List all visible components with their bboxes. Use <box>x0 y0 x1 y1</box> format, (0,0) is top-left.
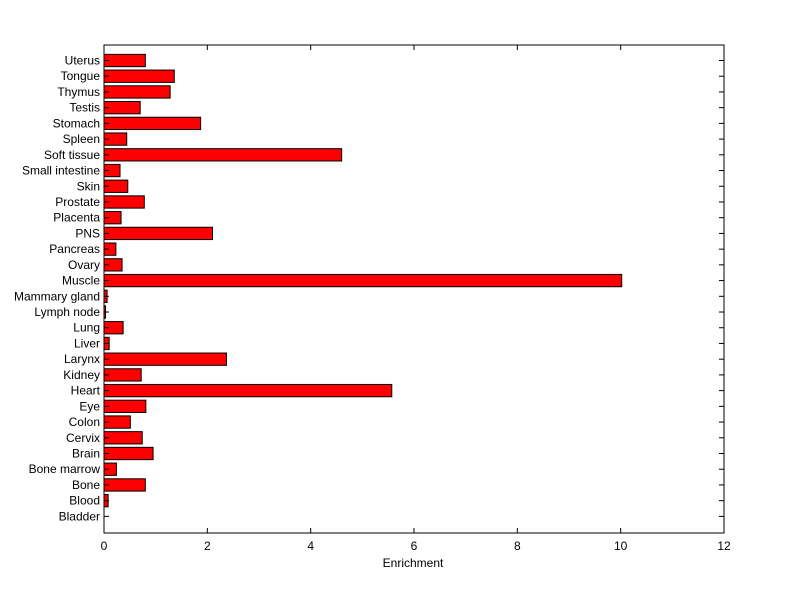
y-tick-label-cervix: Cervix <box>66 431 100 445</box>
bar-cervix <box>103 431 143 445</box>
bar-uterus <box>103 53 146 68</box>
x-tick-label: 6 <box>411 539 418 553</box>
bar-pns <box>103 226 213 241</box>
x-tick-label: 4 <box>307 539 314 553</box>
y-tick-label-muscle: Muscle <box>62 274 100 288</box>
bar-muscle <box>103 273 623 288</box>
y-tick-label-stomach: Stomach <box>53 116 100 130</box>
x-ticks-group: 0 2 4 6 8 10 12 <box>101 45 731 553</box>
bar-prostate <box>103 195 145 209</box>
y-tick-label-liver: Liver <box>74 336 100 350</box>
y-tick-label-heart: Heart <box>71 384 101 398</box>
bar-eye <box>103 399 147 413</box>
x-axis-title: Enrichment <box>383 556 444 570</box>
plot-background <box>104 45 724 533</box>
y-tick-label-skin: Skin <box>77 179 100 193</box>
bar-testis <box>103 101 141 115</box>
bar-kidney <box>103 368 142 382</box>
bar-stomach <box>103 116 202 131</box>
y-tick-label-tongue: Tongue <box>61 69 101 83</box>
y-tick-label-blood: Blood <box>69 494 100 508</box>
y-tick-label-small-intestine: Small intestine <box>22 164 100 178</box>
y-tick-label-lymph-node: Lymph node <box>34 305 100 319</box>
y-tick-label-pns: PNS <box>75 226 100 240</box>
y-tick-label-bone-marrow: Bone marrow <box>29 462 101 476</box>
y-tick-label-soft-tissue: Soft tissue <box>44 148 100 162</box>
bar-brain <box>103 446 154 461</box>
x-tick-label: 2 <box>204 539 211 553</box>
y-tick-label-colon: Colon <box>69 415 100 429</box>
bar-tongue <box>103 69 175 83</box>
bar-larynx <box>103 352 227 366</box>
y-tick-label-prostate: Prostate <box>55 195 100 209</box>
y-tick-label-mammary-gland: Mammary gland <box>14 289 100 303</box>
y-tick-label-bone: Bone <box>72 478 100 492</box>
bar-thymus <box>103 85 171 99</box>
y-tick-label-spleen: Spleen <box>63 132 100 146</box>
y-tick-label-uterus: Uterus <box>65 54 100 68</box>
x-tick-label: 12 <box>717 539 731 553</box>
bar-heart <box>103 383 393 398</box>
y-tick-label-thymus: Thymus <box>57 85 100 99</box>
y-tick-label-ovary: Ovary <box>68 258 100 272</box>
x-tick-label: 10 <box>614 539 628 553</box>
y-tick-label-placenta: Placenta <box>53 211 100 225</box>
y-tick-label-pancreas: Pancreas <box>49 242 100 256</box>
x-tick-label: 0 <box>101 539 108 553</box>
y-tick-label-lung: Lung <box>73 321 100 335</box>
plot-frame <box>103 44 725 534</box>
y-tick-label-larynx: Larynx <box>64 352 100 366</box>
y-tick-label-kidney: Kidney <box>63 368 100 382</box>
x-tick-label: 8 <box>514 539 521 553</box>
y-tick-label-testis: Testis <box>69 101 100 115</box>
y-tick-label-brain: Brain <box>72 447 100 461</box>
bar-bone <box>103 478 146 492</box>
bar-soft-tissue <box>103 148 343 162</box>
y-tick-label-eye: Eye <box>79 399 100 413</box>
y-tick-label-bladder: Bladder <box>59 509 100 523</box>
